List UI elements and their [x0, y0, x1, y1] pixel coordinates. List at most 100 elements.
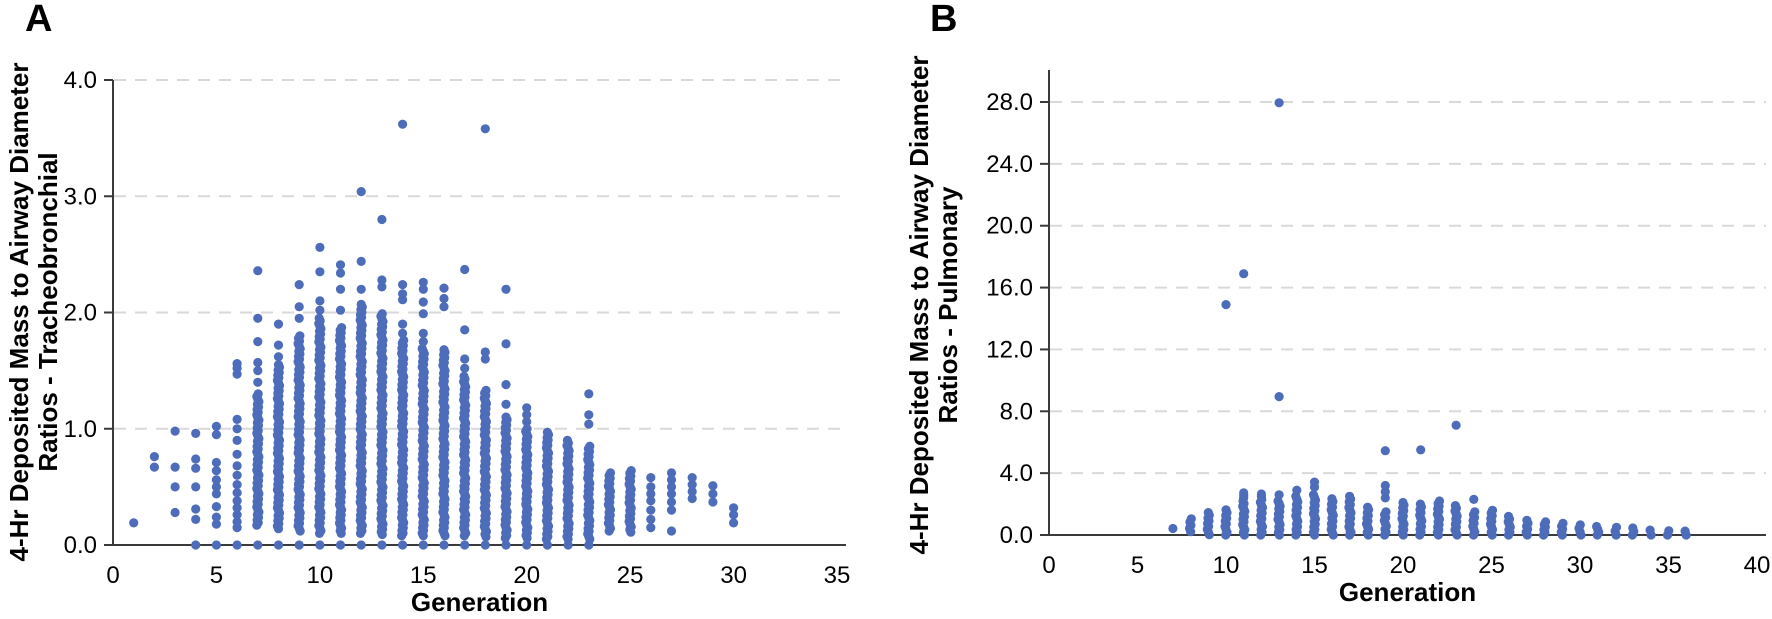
- data-point: [460, 354, 470, 364]
- data-point: [232, 510, 242, 520]
- data-point: [211, 512, 221, 522]
- data-point: [211, 489, 221, 499]
- data-point: [335, 284, 346, 294]
- data-point: [356, 299, 366, 309]
- y-axis-title: 4-Hr Deposited Mass to Airway DiameterRa…: [4, 63, 63, 562]
- x-tick-label: 25: [617, 562, 644, 589]
- data-point: [460, 540, 470, 550]
- data-point: [1469, 494, 1479, 504]
- data-point: [646, 523, 656, 533]
- data-point: [585, 441, 595, 451]
- data-point: [1470, 507, 1480, 517]
- data-point: [522, 540, 532, 550]
- data-point: [170, 462, 180, 472]
- data-point: [170, 507, 180, 518]
- data-point: [273, 360, 284, 370]
- data-point: [666, 482, 677, 492]
- data-point: [1381, 507, 1391, 517]
- data-point: [1239, 269, 1249, 279]
- data-point: [1274, 98, 1284, 108]
- data-point: [439, 345, 449, 355]
- x-tick-label: 35: [1655, 552, 1682, 579]
- y-tick-label: 1.0: [64, 416, 97, 443]
- data-point: [522, 410, 532, 420]
- data-point: [1487, 505, 1498, 515]
- data-point: [1611, 522, 1622, 532]
- data-point: [377, 282, 387, 292]
- data-point: [1451, 420, 1461, 430]
- data-point: [666, 526, 677, 536]
- y-tick-label: 2.0: [64, 300, 97, 327]
- data-point: [460, 325, 470, 335]
- data-point: [1186, 514, 1196, 524]
- data-point: [418, 284, 428, 294]
- x-axis-title: Generation: [411, 587, 548, 617]
- data-point: [191, 504, 201, 514]
- data-point: [501, 412, 511, 422]
- data-point: [687, 493, 697, 504]
- data-point: [1221, 505, 1231, 515]
- data-point: [335, 268, 346, 278]
- x-tick-label: 35: [824, 562, 851, 589]
- data-point: [480, 347, 490, 357]
- data-point: [1398, 497, 1408, 508]
- y-tick-label: 20.0: [986, 213, 1033, 240]
- panel-b: 0.0 4.0 8.0 12.0 16.0 20.0 24.0 28.0 0 5 10 15 20 25 3…: [904, 56, 1770, 607]
- data-point: [1450, 501, 1460, 511]
- data-point: [439, 540, 449, 550]
- data-point: [211, 457, 221, 468]
- y-tick-label: 3.0: [64, 183, 97, 210]
- data-point: [501, 339, 511, 349]
- data-point: [501, 540, 511, 550]
- data-point: [418, 277, 428, 287]
- data-point: [1274, 392, 1284, 402]
- data-point: [729, 503, 739, 513]
- data-point: [480, 354, 490, 364]
- data-point: [1664, 526, 1674, 536]
- data-point: [729, 518, 739, 528]
- data-point: [232, 496, 242, 506]
- data-point: [149, 462, 159, 472]
- x-tick-label: 30: [720, 562, 747, 589]
- data-point: [418, 337, 428, 347]
- data-point: [1645, 525, 1655, 535]
- panel-a-letter: A: [25, 0, 53, 40]
- data-point: [315, 540, 325, 550]
- data-point: [294, 302, 304, 312]
- data-point: [522, 403, 532, 413]
- data-point: [232, 540, 242, 550]
- data-point: [1592, 521, 1602, 532]
- x-tick-label: 0: [106, 562, 119, 589]
- data-point: [1308, 490, 1319, 500]
- data-point: [1680, 526, 1690, 536]
- data-point: [1309, 477, 1320, 487]
- data-point: [253, 366, 263, 376]
- data-point: [522, 424, 532, 434]
- data-point: [337, 323, 347, 333]
- data-point: [480, 540, 490, 550]
- data-point: [191, 482, 201, 492]
- data-point: [584, 410, 594, 420]
- data-point: [232, 449, 242, 459]
- data-points: [1168, 98, 1691, 540]
- data-point: [646, 505, 656, 515]
- data-point: [398, 328, 408, 338]
- y-axis-title: 4-Hr Deposited Mass to Airway DiameterRa…: [904, 56, 963, 555]
- data-point: [335, 540, 346, 550]
- data-point: [1380, 446, 1390, 456]
- data-point: [170, 482, 180, 492]
- data-point: [1503, 511, 1514, 521]
- data-point: [1416, 445, 1426, 455]
- x-tick-label: 40: [1744, 552, 1771, 579]
- data-point: [129, 518, 139, 528]
- x-tick-label: 15: [1301, 552, 1328, 579]
- data-point: [522, 417, 532, 427]
- data-point: [315, 305, 325, 315]
- data-point: [1575, 520, 1585, 530]
- data-point: [335, 305, 346, 315]
- data-point: [294, 540, 304, 550]
- data-point: [232, 517, 242, 527]
- data-point: [191, 463, 201, 473]
- data-point: [377, 309, 387, 319]
- x-tick-label: 20: [513, 562, 540, 589]
